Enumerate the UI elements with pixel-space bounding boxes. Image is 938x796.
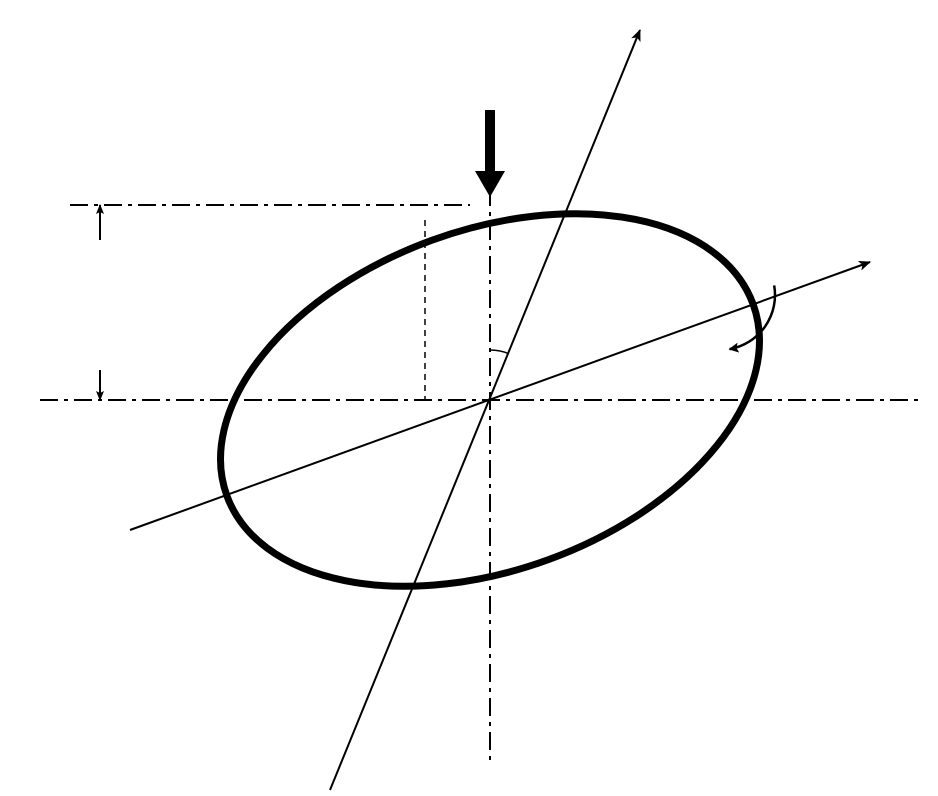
- load-arrow-head: [475, 171, 505, 197]
- diagram-canvas: [0, 0, 938, 796]
- major-axis: [130, 262, 870, 530]
- angle-mark: [490, 350, 509, 354]
